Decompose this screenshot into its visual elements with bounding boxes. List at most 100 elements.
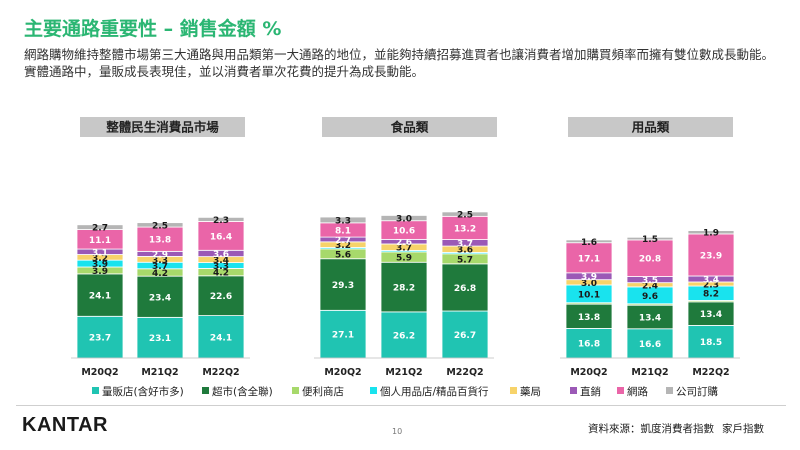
data-label: 8.1 [335,226,351,236]
data-label: 13.8 [149,236,171,246]
data-label: 3.2 [92,254,108,264]
bar-segment [565,303,613,329]
data-label: 3.0 [396,215,412,225]
category-label: M22Q2 [202,367,239,378]
data-label: 26.2 [393,331,415,341]
data-label: 18.5 [700,338,722,348]
bar-segment [687,325,735,359]
data-label: 3.9 [92,267,108,277]
bar-segment [319,258,367,311]
legend-item: 公司訂購 [666,384,718,399]
legend-label: 個人用品店/精品百貨行 [380,386,489,398]
data-label: 2.7 [335,236,351,246]
bar-segment [380,215,428,222]
legend-swatch [370,387,377,394]
data-label: 26.8 [454,284,476,294]
data-label: 10.1 [578,290,600,300]
data-label: 13.4 [639,313,661,323]
data-label: 3.3 [335,216,351,226]
category-label: M20Q2 [570,367,607,378]
data-label: 16.4 [210,232,232,242]
data-label: 2.4 [642,281,658,291]
category-label: M21Q2 [631,367,668,378]
data-label: 3.6 [213,250,229,260]
source-label: 資料來源：凱度消費者指數 [588,423,714,435]
data-label: 29.3 [332,281,354,291]
data-label: 3.5 [642,276,658,286]
data-label: 9.6 [642,292,658,302]
data-label: 28.2 [393,284,415,294]
data-label: 23.1 [149,334,171,344]
category-label: M22Q2 [446,367,483,378]
category-label: M20Q2 [324,367,361,378]
legend-item: 直銷 [570,384,601,399]
data-label: 23.9 [700,251,722,261]
data-label: 27.1 [332,331,354,341]
legend-item: 超市(含全聯) [202,384,273,399]
group-header-label: 整體民生消費品市場 [106,120,219,135]
bar-segment [380,311,428,359]
group-header-box [568,117,733,137]
bar-segment [441,263,489,312]
bar-segment [687,230,735,235]
data-label: 4.2 [213,269,229,279]
bar-segment [76,224,124,230]
data-label: 22.6 [210,292,232,302]
bar-segment [76,273,124,317]
page-title: 主要通路重要性 – 銷售金額 % [24,18,282,40]
source-note: 資料來源：凱度消費者指數 家戶指數 [580,421,764,436]
bar-segment [136,226,184,252]
legend-item: 便利商店 [292,384,344,399]
data-label: 1.5 [642,235,658,245]
data-label: 3.6 [457,246,473,256]
legend-label: 便利商店 [302,386,344,398]
bar-segment [136,222,184,228]
data-label: 17.1 [578,254,600,264]
legend-item: 網路 [617,384,648,399]
bar-segment [565,239,613,244]
legend-label: 直銷 [580,386,601,398]
data-label: 2.5 [457,211,473,221]
legend-label: 藥局 [520,386,541,398]
data-label: 3.7 [152,262,168,272]
data-label: 2.6 [396,238,412,248]
legend-label: 公司訂購 [676,386,718,398]
bar-segment [76,315,124,359]
data-label: 3.3 [152,256,168,266]
group-header-box [322,117,497,137]
bar-segment [441,310,489,359]
bar-segment [626,239,674,277]
data-label: 16.6 [639,340,661,350]
group-header-label: 食品類 [390,120,429,135]
bar-segment [197,275,245,316]
category-label: M20Q2 [81,367,118,378]
data-label: 11.1 [89,236,111,246]
category-label: M21Q2 [385,367,422,378]
legend-label: 量販店(含好市多) [102,386,184,398]
data-label: 8.2 [703,290,719,300]
data-label: 23.4 [149,293,171,303]
bar-segment [626,328,674,359]
data-label: 3.3 [213,262,229,272]
page-number: 10 [392,427,403,436]
data-label: 13.4 [700,310,722,320]
data-label: 3.4 [213,256,229,266]
data-label: 3.7 [396,244,412,254]
data-label: 3.2 [335,241,351,251]
data-label: 3.9 [92,260,108,270]
category-label: M21Q2 [141,367,178,378]
group-header-box [80,117,245,137]
bar-segment [197,216,245,222]
data-label: 3.4 [703,275,719,285]
kantar-logo: KANTAR [22,414,108,436]
bar-segment [319,216,367,224]
data-label: 26.7 [454,331,476,341]
data-label: 1.9 [703,229,719,239]
legend-swatch [292,387,299,394]
bar-segment [626,236,674,241]
data-label: 13.8 [578,313,600,323]
data-label: 4.2 [152,269,168,279]
data-label: 2.7 [92,224,108,234]
data-label: 2.3 [213,216,229,226]
